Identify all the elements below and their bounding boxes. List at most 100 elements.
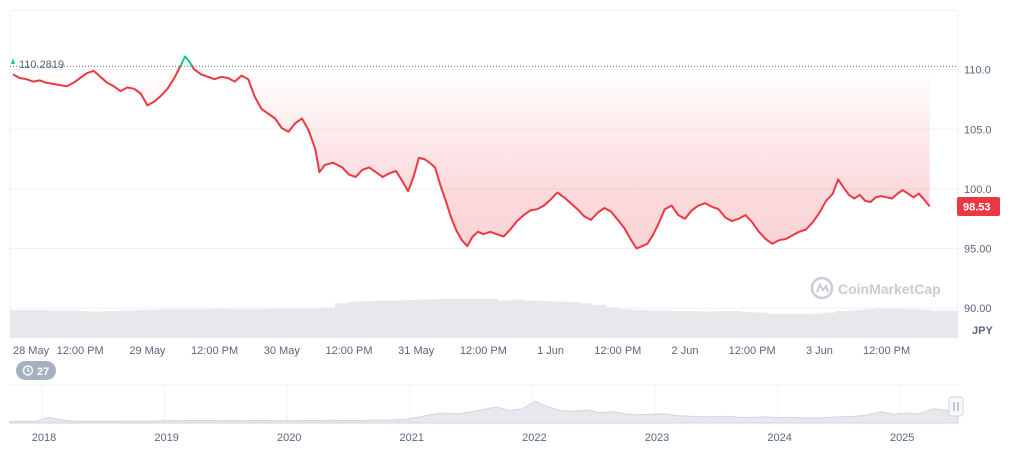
navigator-year-label: 2025 <box>890 432 914 444</box>
volume-bar <box>822 312 837 338</box>
volume-bar <box>754 312 769 338</box>
x-tick-label: 12:00 PM <box>729 345 776 357</box>
volume-bar <box>416 299 431 338</box>
volume-bar <box>809 313 823 338</box>
volume-bar <box>456 298 471 338</box>
volume-bar <box>199 309 214 338</box>
zoom-history-count: 27 <box>37 366 49 378</box>
volume-bar <box>280 308 295 338</box>
volume-bar <box>903 309 918 338</box>
volume-bar <box>538 301 553 338</box>
volume-bar <box>118 310 133 338</box>
volume-bar <box>876 308 891 338</box>
x-tick-label: 12:00 PM <box>460 345 507 357</box>
volume-bar <box>362 301 377 338</box>
volume-bar <box>524 300 539 338</box>
navigator-year-label: 2021 <box>400 432 424 444</box>
x-tick-label: 31 May <box>398 345 435 357</box>
volume-bar <box>660 310 674 338</box>
volume-bar <box>375 300 390 338</box>
navigator-handle[interactable] <box>948 396 964 417</box>
volume-bar <box>172 309 187 338</box>
reference-price-label: 110.2819 <box>19 59 64 71</box>
navigator-year-label: 2023 <box>645 432 669 444</box>
volume-bar <box>267 308 282 338</box>
volume-bar <box>10 310 24 338</box>
current-price-tag: 98.53 <box>957 196 1000 216</box>
volume-bar <box>795 314 810 338</box>
navigator-year-label: 2018 <box>32 432 56 444</box>
volume-bar <box>890 308 905 338</box>
volume-bar <box>578 303 593 338</box>
y-axis: 110.0 105.0 100.0 95.00 90.00 <box>964 65 992 316</box>
volume-bar <box>836 311 851 338</box>
volume-bar <box>673 311 688 338</box>
reference-marker-icon <box>11 58 15 64</box>
x-axis: 28 May 12:00 PM 29 May 12:00 PM 30 May 12:00 … <box>13 345 910 357</box>
x-tick-label: 29 May <box>129 345 166 357</box>
x-tick-label: 12:00 PM <box>191 345 238 357</box>
volume-bar <box>402 300 417 338</box>
volume-bar <box>768 314 783 338</box>
currency-unit-label: JPY <box>972 325 993 337</box>
volume-bar <box>646 310 661 338</box>
x-tick-label: 12:00 PM <box>57 345 104 357</box>
volume-bar <box>781 314 796 338</box>
volume-bar <box>917 309 932 338</box>
navigator-year-label: 2024 <box>767 432 791 444</box>
price-line[interactable] <box>12 57 931 250</box>
volume-bar <box>944 310 959 338</box>
volume-bar <box>470 298 485 338</box>
zoom-history-badge[interactable]: 27 <box>16 361 56 380</box>
volume-bar <box>158 309 173 338</box>
history-icon <box>22 365 34 376</box>
y-tick-label: 95.00 <box>964 244 992 256</box>
volume-bar <box>348 301 363 338</box>
x-tick-label: 12:00 PM <box>325 345 372 357</box>
navigator-area <box>9 400 959 424</box>
volume-bar <box>131 310 146 338</box>
y-tick-label: 90.00 <box>964 303 992 315</box>
volume-bar <box>714 311 729 338</box>
volume-bar <box>145 309 160 338</box>
volume-bar <box>632 310 647 338</box>
volume-bar <box>443 298 458 338</box>
current-price-tag-background <box>957 196 1000 216</box>
x-tick-label: 28 May <box>13 345 50 357</box>
volume-bar <box>253 309 268 338</box>
current-price-label: 98.53 <box>963 201 991 213</box>
time-range-navigator[interactable]: 2018 2019 2020 2021 2022 2023 2024 2025 <box>9 384 964 444</box>
volume-bar <box>700 311 715 338</box>
navigator-x-axis: 2018 2019 2020 2021 2022 2023 2024 2025 <box>32 432 915 444</box>
volume-bar <box>294 308 309 338</box>
volume-bar <box>863 309 878 338</box>
volume-bar <box>592 304 607 338</box>
volume-bar <box>619 309 634 338</box>
navigator-handle-box[interactable] <box>948 396 964 417</box>
x-tick-label: 12:00 PM <box>594 345 641 357</box>
volume-bar <box>429 299 444 338</box>
volume-bar <box>389 300 404 338</box>
volume-bar <box>551 301 566 338</box>
navigator-year-label: 2019 <box>154 432 178 444</box>
volume-bar <box>849 310 864 338</box>
volume-bar <box>727 311 742 338</box>
volume-bar <box>240 309 255 338</box>
volume-bar <box>91 311 106 338</box>
zoom-history-badge-background <box>16 361 56 380</box>
x-tick-label: 2 Jun <box>672 345 699 357</box>
volume-bar <box>741 312 756 338</box>
volume-bar <box>321 307 336 338</box>
volume-bar <box>37 310 52 338</box>
x-tick-label: 1 Jun <box>537 345 564 357</box>
volume-bar <box>497 300 512 338</box>
navigator-year-label: 2020 <box>277 432 301 444</box>
volume-bar <box>186 309 200 338</box>
volume-bar <box>23 310 38 338</box>
volume-bar <box>930 310 945 338</box>
x-tick-label: 3 Jun <box>806 345 833 357</box>
volume-bar <box>64 310 79 338</box>
volume-bar <box>335 303 349 338</box>
price-area-fill <box>13 66 930 249</box>
